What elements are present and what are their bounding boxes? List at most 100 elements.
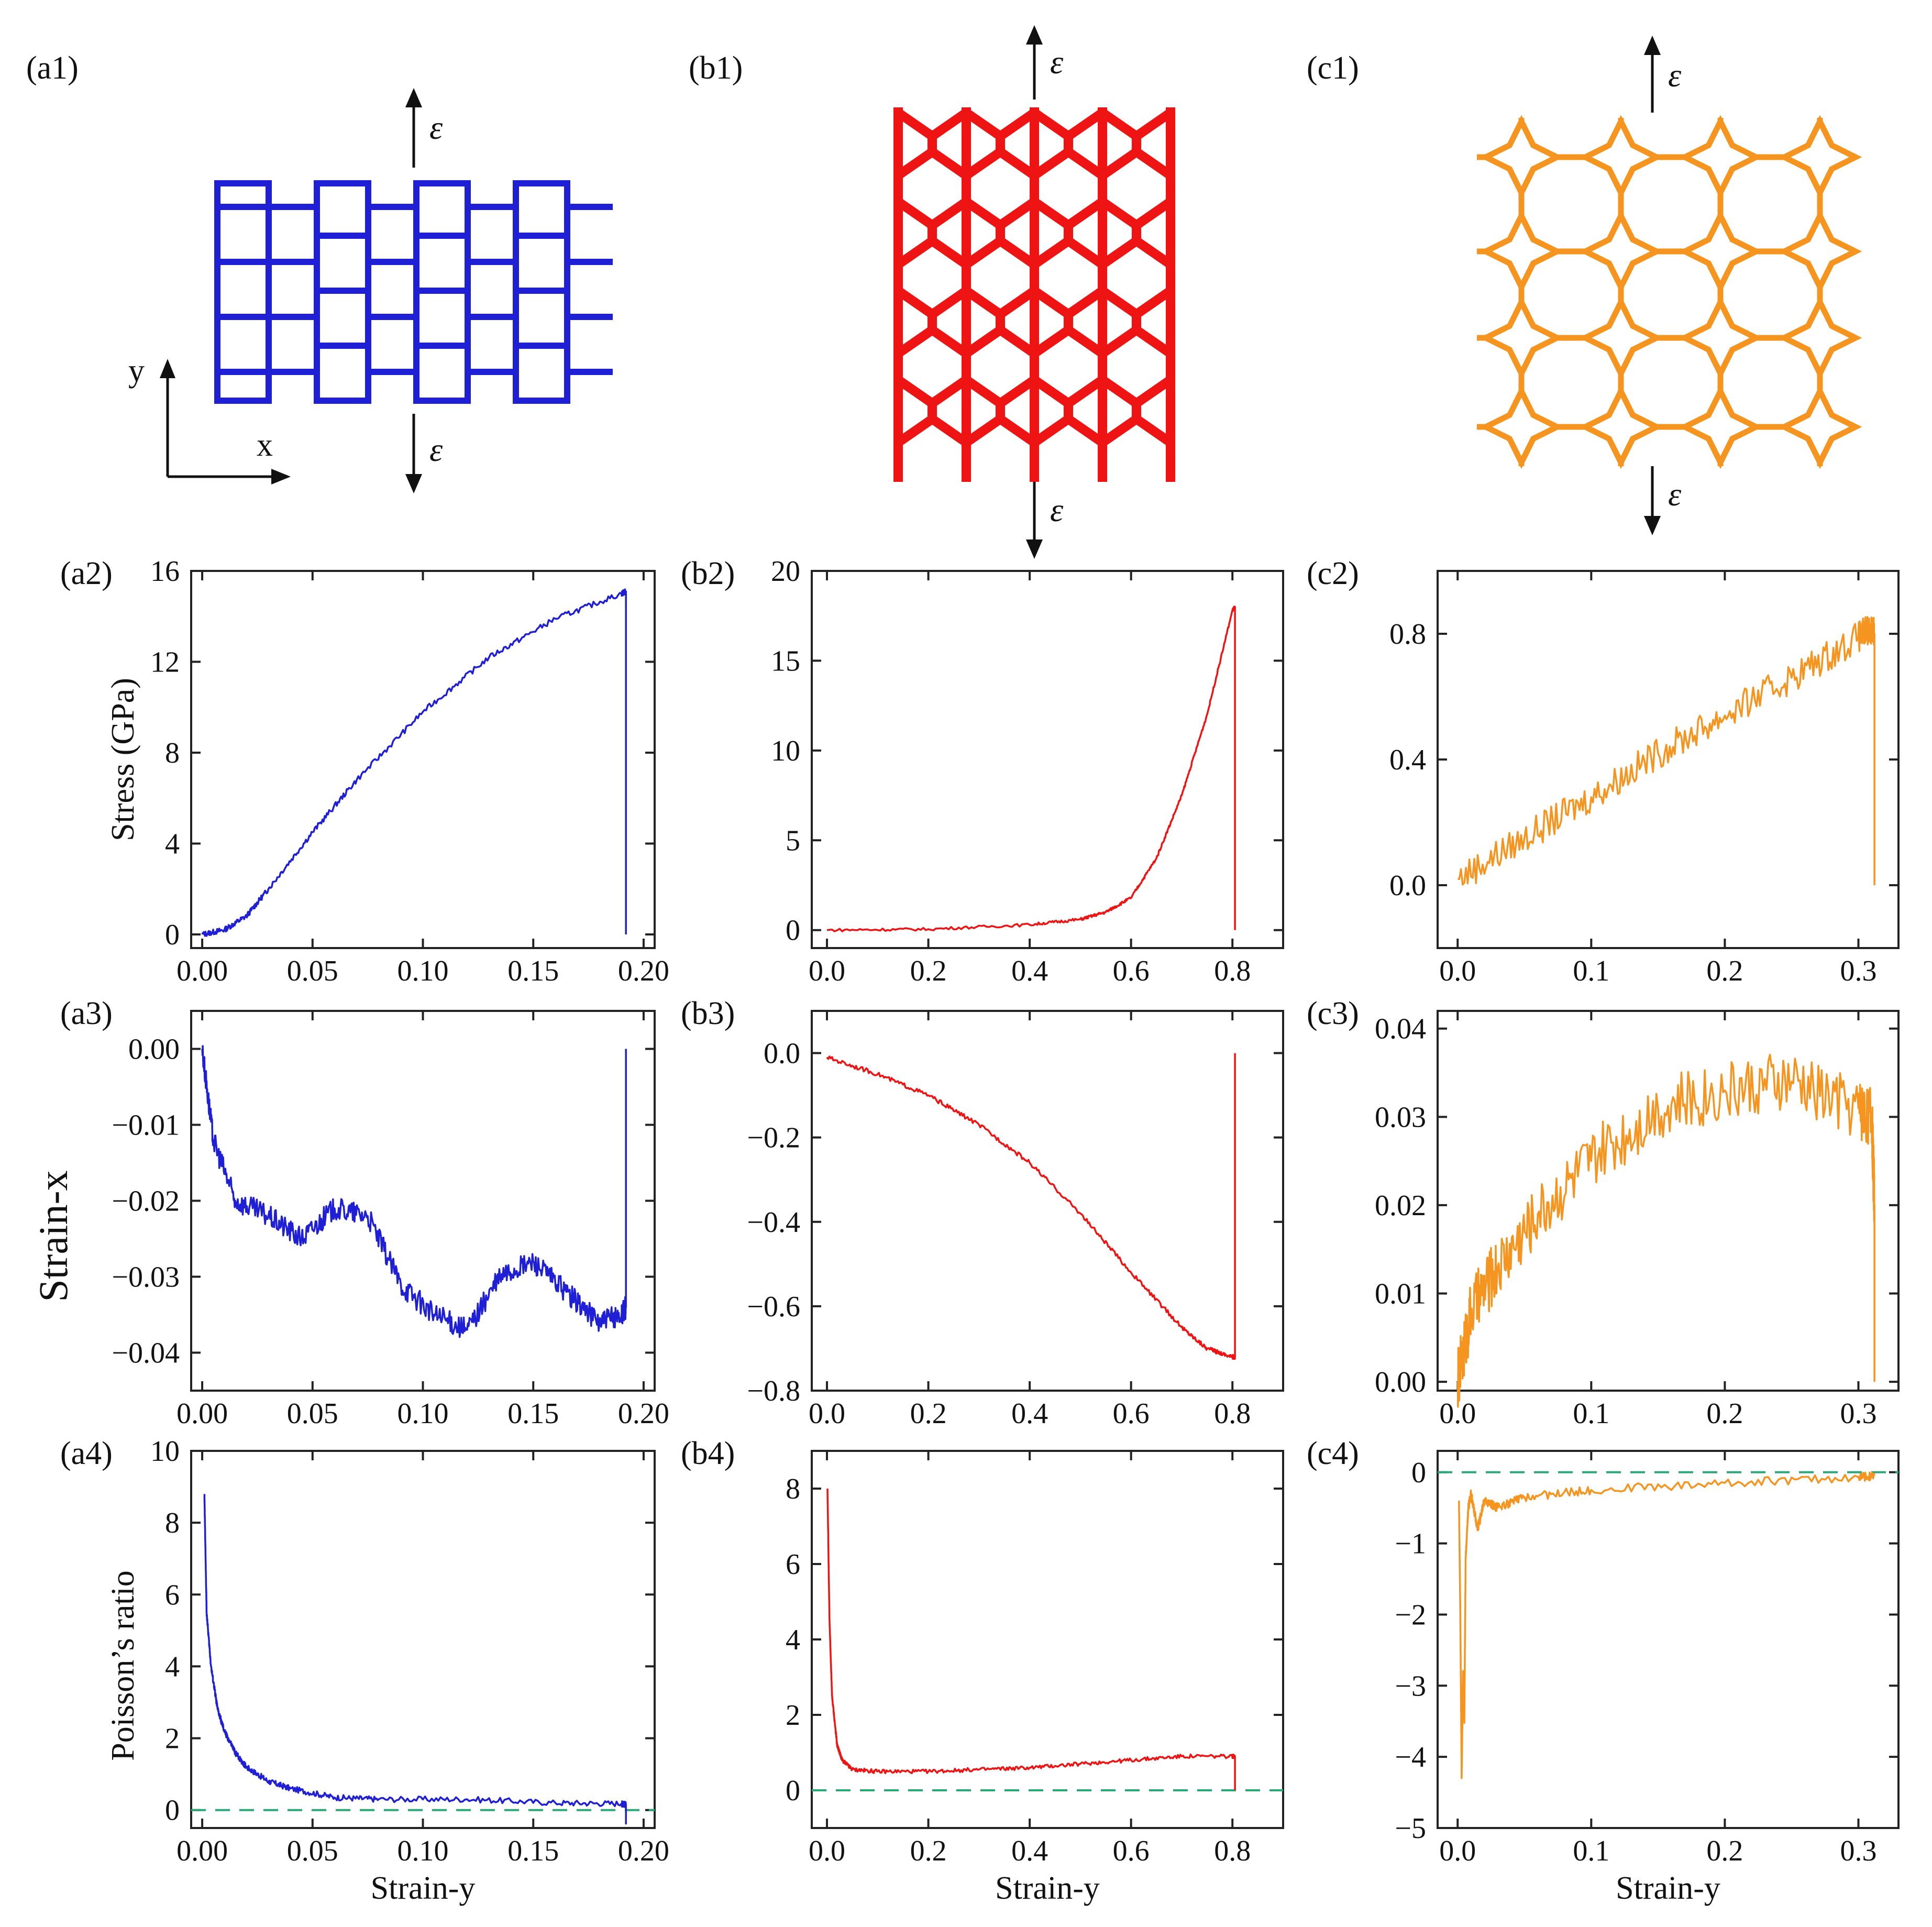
star-node [1479, 384, 1564, 469]
series-line-a2 [201, 588, 627, 937]
panel-label-a2: (a2) [60, 556, 113, 591]
strain-arrow-bottom-c [1644, 466, 1661, 535]
plot-frame [811, 1010, 1284, 1392]
chart-c3: (c3)0.0 0.1 0.2 0.30.000.010.020.030.04 [1307, 996, 1900, 1430]
y-tick-label: 0 [786, 915, 800, 947]
panel-label-a1: (a1) [26, 50, 79, 86]
x-tick-label: 0.00 [176, 1835, 228, 1867]
schematic-rectangular-lattice [214, 180, 613, 404]
y-tick-label: 6 [165, 1579, 180, 1611]
x-tick-label: 0.2 [910, 1397, 947, 1430]
panel-label-c4: (c4) [1307, 1436, 1359, 1471]
x-tick-label: 0.20 [618, 955, 669, 987]
reentrant-cell [1099, 197, 1174, 269]
panel-label-b2: (b2) [681, 556, 735, 591]
series-line-b3 [826, 1053, 1236, 1360]
panel-label-a3: (a3) [60, 996, 113, 1031]
x-tick-label: 0.6 [1113, 1397, 1150, 1430]
y-tick-label: 0.02 [1375, 1190, 1426, 1222]
x-tick-label: 0.05 [287, 1397, 338, 1430]
series-line-c2 [1458, 616, 1875, 886]
plot-frame [190, 1010, 656, 1392]
coordinate-axes-icon [160, 359, 291, 484]
x-tick-label: 0.2 [1706, 955, 1743, 987]
x-tick-label: 0.4 [1011, 1835, 1048, 1867]
star-node [1479, 115, 1564, 200]
x-tick-label: 0.15 [507, 1397, 559, 1430]
x-tick-label: 0.15 [507, 955, 559, 987]
plot-frame [1437, 1450, 1900, 1829]
panel-label-b4: (b4) [681, 1436, 735, 1471]
x-tick-label: 0.8 [1214, 1397, 1251, 1430]
star-node [1578, 115, 1663, 200]
reentrant-cell [1099, 287, 1174, 358]
chart-a4: (a4) 0.00 0.05 0.10 0.15 0.20 0 2 4 6 8 10 Strain-y [60, 1435, 669, 1906]
y-tick-label: −5 [1395, 1812, 1426, 1845]
strain-arrow-bottom-b [1026, 482, 1043, 559]
y-tick-label: 12 [150, 646, 180, 678]
epsilon-label-c-top: ε [1668, 57, 1682, 94]
reentrant-cell [895, 108, 969, 180]
y-tick-label: −0.4 [747, 1206, 800, 1239]
y-tick-label: 0.04 [1375, 1013, 1426, 1045]
x-tick-label: 0.00 [176, 1397, 228, 1430]
x-tick-label: 0.8 [1214, 955, 1251, 987]
y-tick-label: 10 [771, 735, 800, 767]
y-tick-label: 16 [150, 555, 180, 588]
x-tick-label: 0.0 [1439, 955, 1476, 987]
y-tick-label: 0.0 [1389, 869, 1426, 902]
reentrant-cell [963, 108, 1037, 180]
star-node [1578, 295, 1663, 380]
reentrant-cell [1031, 376, 1106, 447]
y-tick-label: −2 [1395, 1599, 1426, 1631]
star-node [1578, 209, 1663, 294]
epsilon-label-c-bottom: ε [1668, 476, 1682, 513]
chart-b4: (b4) 0.0 0.2 0.4 0.6 0.8 0 2 4 6 8 Strain-y [681, 1436, 1284, 1906]
x-tick-label: 0.05 [287, 1835, 338, 1867]
panel-label-c2: (c2) [1307, 556, 1359, 591]
epsilon-label-a-top: ε [429, 109, 443, 146]
star-node [1778, 115, 1862, 200]
plot-frame [811, 570, 1284, 949]
reentrant-cell [963, 197, 1037, 269]
star-node [1778, 295, 1862, 380]
y-tick-label: −0.04 [112, 1337, 180, 1370]
x-tick-label: 0.6 [1113, 1835, 1150, 1867]
y-tick-label: −1 [1395, 1528, 1426, 1560]
y-tick-label: 6 [786, 1548, 800, 1581]
reentrant-cell [1099, 108, 1174, 180]
reentrant-cell [895, 197, 969, 269]
y-tick-label: 20 [771, 555, 800, 588]
y-tick-label: 8 [786, 1473, 800, 1505]
y-tick-label: 0.00 [1375, 1366, 1426, 1399]
epsilon-label-b-top: ε [1050, 43, 1064, 81]
x-axis-title: Strain-y [1616, 1870, 1720, 1906]
x-tick-label: 0.05 [287, 955, 338, 987]
y-tick-label: −4 [1395, 1741, 1426, 1774]
y-tick-label: 0.0 [764, 1038, 800, 1070]
reentrant-cell [895, 287, 969, 358]
chart-c2: (c2) 0.0 0.1 0.2 0.3 0.0 0.4 0.8 [1307, 556, 1900, 987]
panel-label-b1: (b1) [689, 50, 743, 86]
strain-arrow-bottom-a [405, 414, 422, 493]
x-tick-label: 0.3 [1840, 1835, 1876, 1867]
x-tick-label: 0.0 [809, 1397, 845, 1430]
panel-label-b3: (b3) [681, 996, 735, 1031]
reentrant-cell [895, 376, 969, 447]
series-line-b4 [826, 1488, 1236, 1790]
x-axis-title: Strain-y [371, 1870, 476, 1906]
x-tick-label: 0.3 [1840, 1397, 1876, 1430]
y-tick-label: 2 [786, 1699, 800, 1732]
panel-label-a4: (a4) [60, 1436, 113, 1471]
series-line-c3 [1456, 1053, 1875, 1408]
axis-x-label: x [257, 427, 273, 463]
x-tick-label: 0.2 [910, 955, 947, 987]
y-tick-label: 0.8 [1389, 618, 1426, 651]
x-tick-label: 0.10 [398, 1835, 449, 1867]
y-tick-label: 2 [165, 1723, 180, 1755]
y-tick-label: 4 [165, 828, 180, 860]
star-node [1479, 295, 1564, 380]
chart-b2: (b2) 0.0 0.2 0.4 0.6 0.8 0 5 10 15 20 [681, 555, 1284, 987]
y-tick-label: 0 [1411, 1457, 1426, 1489]
